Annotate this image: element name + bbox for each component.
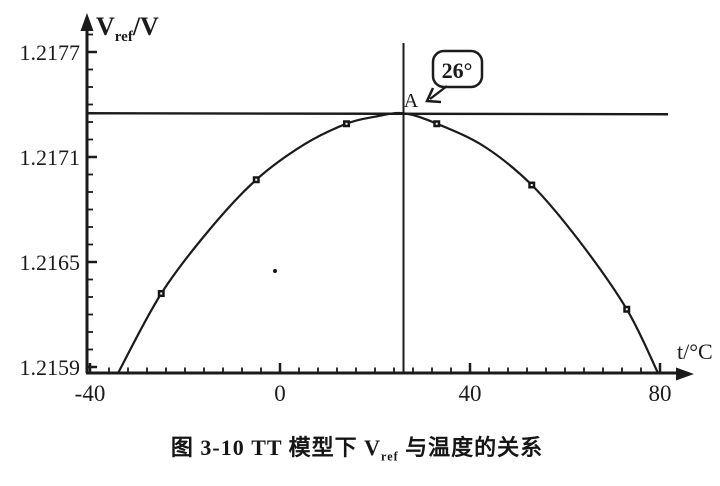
annotation-bubble-label: 26° <box>442 58 473 83</box>
y-axis-arrowhead <box>80 13 94 31</box>
data-point-marker-center <box>160 292 163 295</box>
annotation-bubble <box>431 49 484 89</box>
annotation-arrowhead <box>425 87 442 104</box>
data-point-marker-center <box>255 178 258 181</box>
vref-curve <box>117 111 659 374</box>
data-point-marker-center <box>530 184 533 186</box>
y-axis-label: Vref/V <box>96 12 159 45</box>
x-axis-label: t/°C <box>677 339 713 364</box>
peak-point-label: A <box>404 90 419 112</box>
x-axis-arrowhead <box>676 367 694 381</box>
caption-prefix: 图 3-10 TT 模型下 V <box>170 435 382 460</box>
data-point-marker-center <box>435 122 438 125</box>
y-tick-label: 1.2177 <box>20 40 81 65</box>
data-point-marker-center <box>345 122 348 125</box>
y-tick-label: 1.2165 <box>20 250 81 275</box>
annotation-arrow-line <box>429 85 448 100</box>
reference-line-horizontal <box>86 112 669 116</box>
caption-suffix: 与温度的关系 <box>398 435 544 460</box>
x-tick-label: 80 <box>649 381 672 406</box>
data-point-marker-center <box>625 308 628 311</box>
y-tick-label: 1.2159 <box>20 355 81 380</box>
x-tick-label: -40 <box>75 381 106 406</box>
x-tick-label: 0 <box>274 381 286 406</box>
figure-caption: 图 3-10 TT 模型下 Vref 与温度的关系 <box>0 430 714 464</box>
y-tick-label: 1.2171 <box>20 145 81 170</box>
x-tick-label: 40 <box>459 381 482 406</box>
scan-artifact-dot <box>273 269 277 273</box>
caption-subscript: ref <box>381 449 399 464</box>
